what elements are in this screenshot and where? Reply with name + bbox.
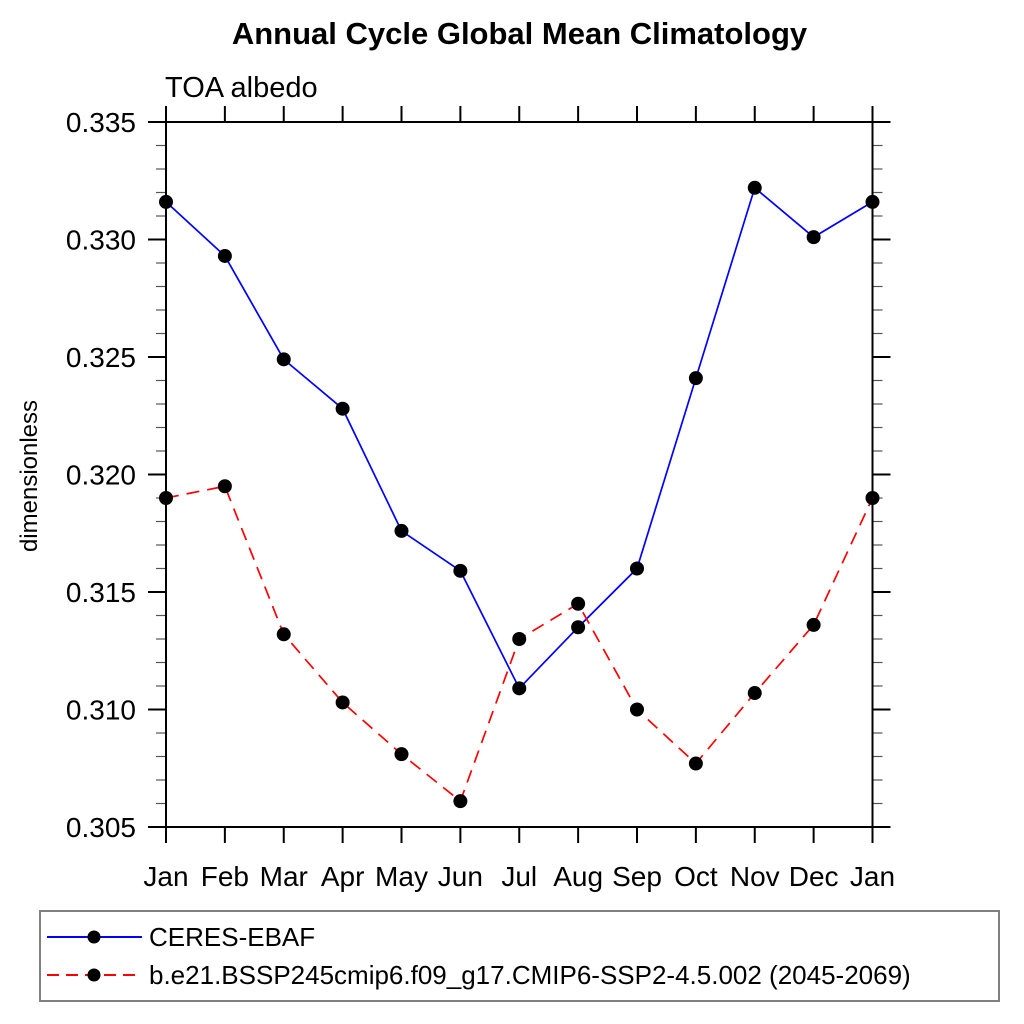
data-point-series-0: [747, 180, 762, 195]
y-tick-label: 0.315: [66, 577, 136, 608]
legend-line-sample-solid-icon: [47, 930, 142, 944]
y-tick-label: 0.335: [66, 107, 136, 138]
y-tick-label: 0.330: [66, 224, 136, 255]
legend-entry-model: b.e21.BSSP245cmip6.f09_g17.CMIP6-SSP2-4.…: [41, 956, 998, 994]
data-point-series-0: [571, 620, 586, 635]
chart-title: Annual Cycle Global Mean Climatology: [231, 16, 808, 51]
data-point-series-0: [335, 401, 350, 416]
data-point-series-1: [688, 756, 703, 771]
data-point-series-0: [276, 352, 291, 367]
data-point-series-0: [806, 230, 821, 245]
x-tick-label: Apr: [321, 861, 365, 892]
series-line-0: [165, 186, 873, 690]
data-point-series-1: [747, 686, 762, 701]
data-point-series-0: [630, 561, 644, 576]
x-tick-label: Jun: [438, 861, 483, 892]
data-point-series-1: [806, 617, 821, 632]
x-tick-label: Jan: [850, 861, 895, 892]
legend-label-observation: CERES-EBAF: [149, 921, 316, 952]
plot-frame: [165, 121, 874, 828]
x-tick-label: Sep: [612, 861, 662, 892]
chart-subtitle: TOA albedo: [165, 72, 318, 104]
plot-area: 0.305 0.310 0.315 0.320 0.325 0.330 0.335 Jan Fe…: [66, 106, 895, 892]
data-point-series-0: [688, 371, 703, 386]
y-tick-label: 0.305: [66, 812, 136, 843]
data-point-series-0: [512, 681, 527, 696]
data-point-series-1: [512, 632, 527, 646]
data-point-series-0: [865, 194, 880, 209]
data-point-series-0: [159, 194, 173, 209]
x-tick-label: Jan: [143, 861, 188, 892]
x-tick-label: Aug: [553, 861, 603, 892]
data-point-series-1: [394, 747, 409, 762]
data-point-series-0: [394, 523, 409, 538]
x-tick-label: Feb: [201, 861, 249, 892]
y-tick-label: 0.310: [66, 694, 136, 725]
y-tick-label: 0.320: [66, 459, 136, 490]
data-point-series-1: [571, 596, 586, 611]
x-tick-label: May: [375, 861, 428, 892]
data-point-series-1: [159, 491, 173, 505]
x-tick-label: Mar: [260, 861, 308, 892]
legend-label-model: b.e21.BSSP245cmip6.f09_g17.CMIP6-SSP2-4.…: [149, 959, 911, 990]
data-point-series-0: [453, 563, 468, 578]
data-point-series-1: [335, 695, 350, 710]
data-point-series-1: [276, 627, 291, 642]
x-tick-label: Dec: [789, 861, 839, 892]
data-point-series-0: [217, 248, 232, 263]
legend-line-sample-dashed-icon: [47, 968, 142, 982]
data-point-series-1: [865, 491, 880, 505]
y-tick-label: 0.325: [66, 342, 136, 373]
x-tick-label: Nov: [730, 861, 780, 892]
data-point-series-1: [217, 479, 232, 494]
legend-entry-observation: CERES-EBAF: [41, 918, 998, 956]
data-point-series-1: [453, 794, 468, 809]
x-tick-label: Oct: [674, 861, 718, 892]
legend-box: CERES-EBAF b.e21.BSSP245cmip6.f09_g17.CM…: [39, 910, 1000, 1002]
data-point-series-1: [630, 702, 644, 717]
x-tick-label: Jul: [501, 861, 537, 892]
